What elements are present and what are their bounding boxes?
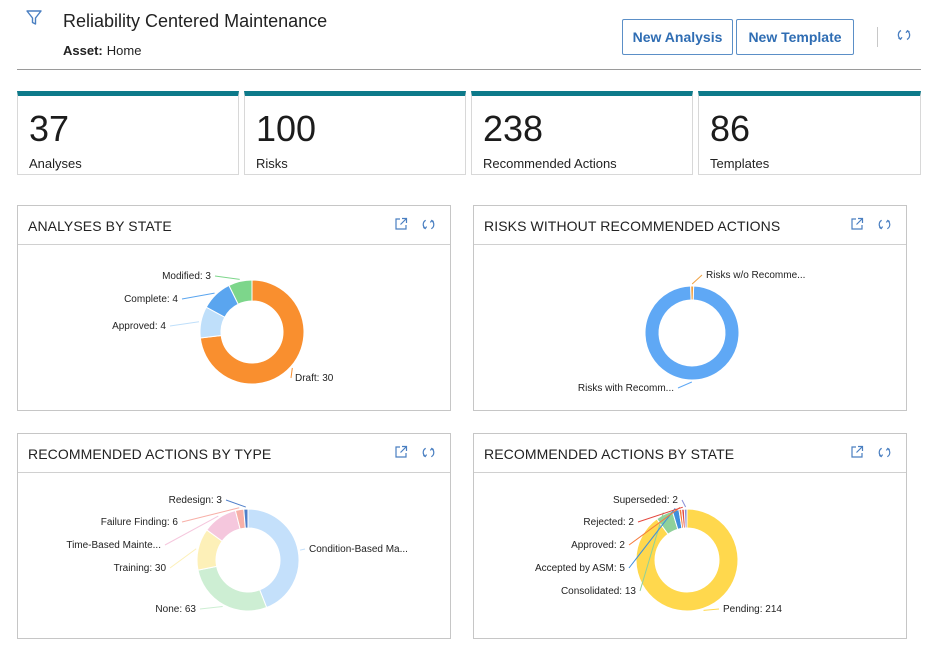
filter-icon[interactable] — [25, 9, 43, 27]
refresh-icon[interactable] — [421, 217, 436, 232]
donut-chart: Draft: 30 Approved: 4 Complete: 4 Modified:… — [112, 271, 334, 385]
slice-label: Draft: 30 — [295, 373, 334, 384]
panel-title: RECOMMENDED ACTIONS BY STATE — [484, 446, 735, 462]
tile-label: Templates — [710, 156, 770, 171]
slice-modified-3[interactable] — [228, 279, 253, 305]
panel-analyses-by-state: ANALYSES BY STATE Draft: 30 Approved: 4 Co… — [17, 205, 451, 411]
slice-draft-30[interactable] — [199, 279, 305, 385]
new-template-button[interactable]: New Template — [736, 19, 854, 55]
panel-recommended-actions-by-type: RECOMMENDED ACTIONS BY TYPE Condition-Ba… — [17, 433, 451, 639]
header-divider — [877, 27, 878, 47]
external-link-icon[interactable] — [850, 217, 864, 231]
tile-label: Risks — [256, 156, 288, 171]
leader-line — [169, 321, 200, 327]
slice-risks-with-recomm[interactable] — [644, 285, 740, 381]
slice-label: Failure Finding: 6 — [101, 517, 179, 528]
leader-line — [691, 274, 703, 285]
slice-label: None: 63 — [155, 604, 196, 615]
slice-label: Risks with Recomm... — [578, 383, 674, 394]
asset-info: Asset: Home — [63, 43, 141, 58]
tile-value: 86 — [710, 108, 751, 149]
leader-line — [181, 292, 215, 300]
slice-label: Approved: 4 — [112, 321, 166, 332]
panel-risks-without-recommended-actions: RISKS WITHOUT RECOMMENDED ACTIONS Risks … — [473, 205, 907, 411]
slice-label: Consolidated: 13 — [561, 586, 636, 597]
leader-line — [164, 515, 219, 546]
tile-value: 37 — [29, 108, 70, 149]
slice-risks-w-o-recomme[interactable] — [690, 285, 695, 301]
leader-line — [169, 548, 197, 569]
new-analysis-button[interactable]: New Analysis — [622, 19, 733, 55]
leader-line — [628, 507, 681, 546]
leader-line — [677, 381, 693, 389]
asset-value: Home — [106, 43, 142, 58]
donut-chart: Condition-Based Ma... None: 63 Training: 3… — [66, 495, 408, 615]
leader-line — [681, 499, 687, 508]
slice-superseded-2[interactable] — [683, 508, 688, 529]
panel-title: ANALYSES BY STATE — [28, 218, 172, 234]
slice-label: Accepted by ASM: 5 — [535, 563, 625, 574]
slice-none-63[interactable] — [197, 565, 268, 612]
external-link-icon[interactable] — [394, 217, 408, 231]
tile-analyses[interactable]: 37 Analyses — [17, 91, 239, 175]
slice-label: Rejected: 2 — [583, 517, 634, 528]
slice-label: Training: 30 — [114, 563, 167, 574]
slice-label: Pending: 214 — [723, 604, 782, 615]
panel-title: RECOMMENDED ACTIONS BY TYPE — [28, 446, 272, 462]
leader-line — [225, 499, 246, 508]
leader-line — [703, 608, 720, 611]
slice-label: Complete: 4 — [124, 294, 178, 305]
slice-label: Superseded: 2 — [613, 495, 678, 506]
leader-line — [299, 548, 306, 551]
leader-line — [290, 367, 293, 379]
slice-label: Risks w/o Recomme... — [706, 270, 805, 281]
refresh-icon[interactable] — [877, 445, 892, 460]
external-link-icon[interactable] — [850, 445, 864, 459]
tile-label: Analyses — [29, 156, 82, 171]
refresh-icon[interactable] — [421, 445, 436, 460]
slice-label: Time-Based Mainte... — [66, 540, 161, 551]
asset-label: Asset: — [63, 43, 103, 58]
donut-chart: Pending: 214 Consolidated: 13 Accepted by … — [535, 495, 782, 615]
panel-title: RISKS WITHOUT RECOMMENDED ACTIONS — [484, 218, 781, 234]
tile-label: Recommended Actions — [483, 156, 617, 171]
slice-pending-214[interactable] — [635, 508, 739, 612]
slice-redesign-3[interactable] — [243, 508, 249, 529]
leader-line — [628, 508, 676, 569]
leader-line — [639, 512, 664, 592]
leader-line — [199, 606, 223, 610]
leader-line — [637, 506, 683, 523]
tile-risks[interactable]: 100 Risks — [244, 91, 466, 175]
refresh-icon[interactable] — [877, 217, 892, 232]
leader-line — [214, 275, 240, 280]
panel-recommended-actions-by-state: RECOMMENDED ACTIONS BY STATE Pending: 21… — [473, 433, 907, 639]
slice-label: Modified: 3 — [162, 271, 211, 282]
donut-chart: Risks with Recomm... Risks w/o Recomme... — [578, 270, 806, 394]
slice-label: Redesign: 3 — [169, 495, 223, 506]
tile-value: 238 — [483, 108, 544, 149]
tile-recommended-actions[interactable]: 238 Recommended Actions — [471, 91, 693, 175]
refresh-icon[interactable] — [896, 27, 912, 43]
external-link-icon[interactable] — [394, 445, 408, 459]
page-header: Reliability Centered Maintenance Asset: H… — [17, 0, 921, 70]
leader-line — [181, 507, 240, 523]
page-title: Reliability Centered Maintenance — [63, 11, 328, 31]
tile-templates[interactable]: 86 Templates — [698, 91, 921, 175]
slice-condition-based-ma[interactable] — [247, 508, 300, 609]
slice-label: Approved: 2 — [571, 540, 625, 551]
tile-value: 100 — [256, 108, 317, 149]
slice-label: Condition-Based Ma... — [309, 544, 408, 555]
